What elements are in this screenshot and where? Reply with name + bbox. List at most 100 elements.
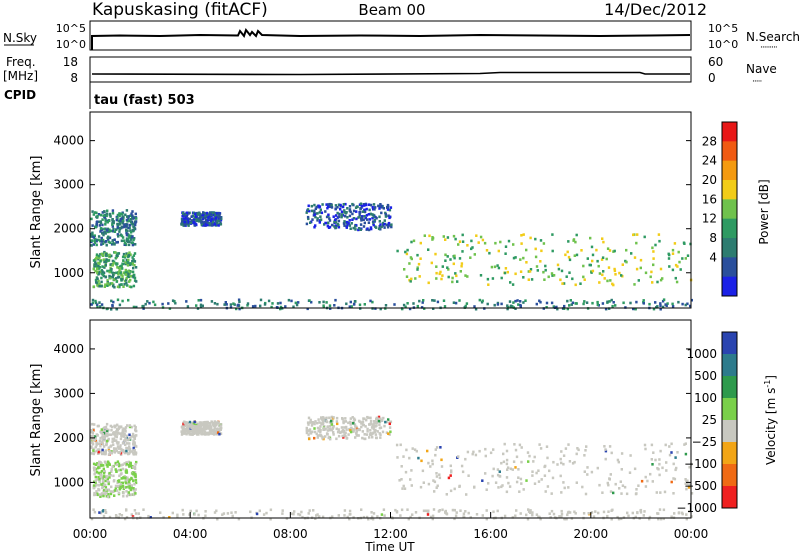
echo-cell [125, 209, 129, 212]
echo-cell [432, 479, 435, 482]
echo-cell [328, 416, 331, 420]
echo-cell [99, 230, 102, 233]
echo-cell [474, 453, 478, 457]
echo-cell [297, 512, 300, 516]
x-tick-label: 04:00 [173, 527, 208, 541]
echo-cell [104, 220, 107, 223]
echo-cell [417, 262, 421, 266]
echo-cell [108, 212, 112, 216]
echo-cell [101, 480, 105, 483]
echo-cell [130, 285, 133, 289]
echo-cell [372, 431, 375, 435]
echo-cell [442, 235, 445, 238]
echo-cell [372, 207, 375, 211]
echo-cell [681, 512, 684, 516]
echo-cell [524, 299, 527, 302]
echo-cell [113, 238, 116, 241]
echo-cell [671, 248, 675, 252]
echo-cell [621, 484, 625, 487]
echo-cell [473, 305, 476, 308]
echo-cell [210, 421, 214, 424]
echo-cell [658, 458, 661, 461]
echo-cell [210, 222, 214, 226]
echo-cell [568, 304, 571, 307]
freq-line [91, 71, 690, 76]
echo-cell [132, 493, 136, 497]
echo-cell [522, 233, 525, 236]
echo-cell [98, 224, 101, 227]
echo-cell [123, 243, 126, 246]
echo-cell [363, 215, 366, 218]
echo-cell [659, 517, 663, 521]
echo-cell [117, 219, 120, 223]
echo-cell [675, 280, 679, 284]
echo-cell [212, 217, 215, 220]
echo-cell [382, 207, 385, 210]
echo-cell [116, 423, 119, 427]
echo-cell [358, 303, 362, 307]
echo-cell [118, 212, 121, 215]
echo-cell [94, 237, 97, 241]
echo-cell [105, 494, 108, 498]
echo-cell [368, 218, 371, 221]
echo-cell [395, 510, 399, 514]
y-tick-label: 3000 [53, 178, 84, 192]
echo-cell [409, 478, 412, 481]
echo-cell [360, 216, 364, 220]
echo-cell [609, 473, 612, 476]
echo-cell [683, 443, 686, 446]
echo-cell [125, 449, 128, 453]
echo-cell [648, 517, 651, 521]
echo-cell [189, 425, 192, 429]
echo-cell [372, 427, 375, 431]
echo-cell [559, 474, 562, 478]
echo-cell [103, 210, 106, 213]
echo-cell [100, 303, 104, 306]
echo-cell [114, 487, 117, 490]
echo-cell [316, 513, 319, 516]
echo-cell [462, 512, 466, 516]
echo-cell [361, 204, 364, 208]
echo-cell [435, 446, 439, 449]
echo-cell [128, 485, 131, 488]
echo-cell [604, 307, 608, 311]
echo-cell [92, 267, 96, 271]
echo-cell [187, 426, 190, 430]
echo-cell [556, 263, 560, 267]
echo-cell [559, 457, 562, 461]
echo-cell [127, 218, 130, 221]
echo-cell [146, 300, 149, 303]
echo-cell [442, 299, 446, 302]
y-tick-label: 1000 [53, 266, 84, 280]
echo-cell [365, 515, 369, 519]
echo-cell [203, 221, 206, 224]
echo-cell [365, 433, 369, 436]
echo-cell [125, 509, 128, 512]
echo-cell [370, 213, 373, 216]
echo-cell [104, 262, 107, 265]
echo-cell [91, 438, 94, 441]
echo-cell [96, 265, 99, 269]
echo-cell [194, 421, 198, 424]
echo-cell [539, 300, 542, 304]
echo-cell [560, 512, 564, 516]
echo-cell [107, 259, 111, 262]
echo-cell [219, 218, 223, 222]
echo-cell [193, 429, 196, 433]
echo-cell [95, 449, 98, 453]
echo-cell [193, 217, 196, 221]
echo-cell [635, 488, 638, 491]
echo-cell [348, 427, 351, 431]
echo-cell [435, 475, 439, 478]
echo-cell [434, 453, 437, 457]
echo-cell [120, 477, 123, 480]
echo-cell [649, 275, 652, 279]
echo-cell [416, 268, 419, 271]
echo-cell [427, 482, 431, 486]
echo-cell [315, 421, 319, 425]
echo-cell [118, 283, 121, 287]
echo-cell [341, 205, 345, 209]
echo-cell [628, 471, 632, 474]
echo-cell [509, 304, 513, 308]
echo-cell [651, 480, 654, 483]
